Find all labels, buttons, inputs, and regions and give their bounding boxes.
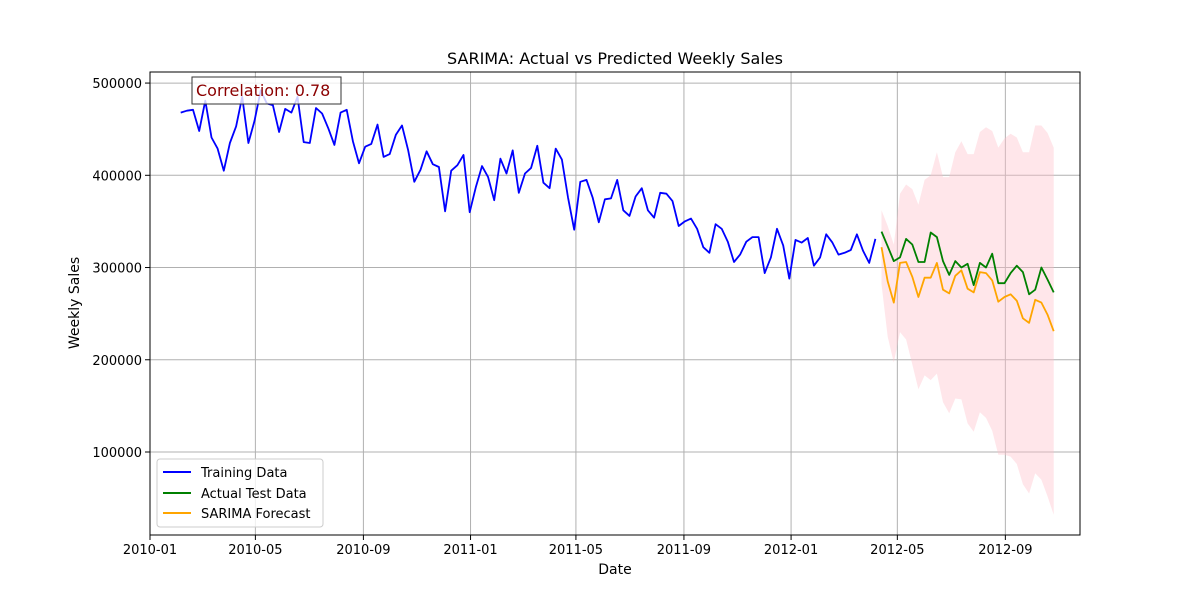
legend-label-forecast: SARIMA Forecast bbox=[201, 507, 311, 522]
legend: Training Data Actual Test Data SARIMA Fo… bbox=[156, 458, 324, 528]
annotation-box bbox=[191, 76, 342, 105]
plot-area-frame bbox=[149, 71, 1081, 536]
x-tick-label: 2012-01 bbox=[764, 543, 818, 558]
x-tick-label: 2010-01 bbox=[123, 543, 177, 558]
chart-title: SARIMA: Actual vs Predicted Weekly Sales bbox=[447, 49, 783, 68]
sarima-forecast-line bbox=[880, 247, 1055, 332]
x-tick-label: 2012-05 bbox=[870, 543, 924, 558]
legend-box bbox=[156, 458, 324, 528]
x-tick-label: 2011-09 bbox=[657, 543, 711, 558]
x-tick-label: 2012-09 bbox=[978, 543, 1032, 558]
y-tick-label: 500000 bbox=[92, 77, 142, 92]
x-tick-label: 2011-01 bbox=[443, 543, 497, 558]
y-tick-label: 100000 bbox=[92, 446, 142, 461]
x-tick-label: 2010-05 bbox=[228, 543, 282, 558]
correlation-annotation: Correlation: 0.78 bbox=[191, 76, 342, 105]
annotation-text: Correlation: 0.78 bbox=[196, 81, 330, 100]
x-tick-label: 2010-09 bbox=[336, 543, 390, 558]
y-axis-title: Weekly Sales bbox=[67, 257, 83, 349]
actual-test-data-line bbox=[880, 231, 1055, 296]
x-axis-title: Date bbox=[598, 562, 631, 578]
x-axis-ticks: 2010-01 2010-05 2010-09 2011-01 2011-05 2011-… bbox=[123, 535, 1033, 558]
x-tick-label: 2011-05 bbox=[549, 543, 603, 558]
y-axis-ticks: 100000 200000 300000 400000 500000 bbox=[92, 77, 150, 461]
confidence-band-layer bbox=[881, 125, 1054, 515]
y-tick-label: 400000 bbox=[92, 169, 142, 184]
forecast-confidence-band bbox=[881, 125, 1054, 515]
legend-label-actual-test: Actual Test Data bbox=[201, 487, 307, 502]
legend-label-training: Training Data bbox=[200, 466, 287, 481]
y-tick-label: 300000 bbox=[92, 262, 142, 277]
y-tick-label: 200000 bbox=[92, 354, 142, 369]
